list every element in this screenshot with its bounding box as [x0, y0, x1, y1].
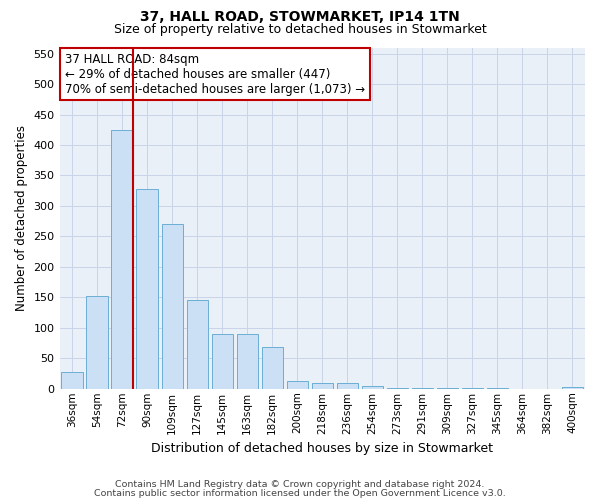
Bar — [337, 382, 358, 389]
Bar — [462, 388, 483, 389]
Text: Size of property relative to detached houses in Stowmarket: Size of property relative to detached ho… — [113, 22, 487, 36]
Bar — [86, 296, 108, 389]
Bar — [112, 130, 133, 389]
Bar — [212, 334, 233, 389]
Text: Contains HM Land Registry data © Crown copyright and database right 2024.: Contains HM Land Registry data © Crown c… — [115, 480, 485, 489]
Bar — [487, 388, 508, 389]
Bar — [311, 382, 333, 389]
Text: 37 HALL ROAD: 84sqm
← 29% of detached houses are smaller (447)
70% of semi-detac: 37 HALL ROAD: 84sqm ← 29% of detached ho… — [65, 52, 365, 96]
Bar — [412, 388, 433, 389]
Bar — [437, 388, 458, 389]
Bar — [236, 334, 258, 389]
Bar — [362, 386, 383, 389]
Bar — [387, 388, 408, 389]
Bar — [287, 382, 308, 389]
Text: 37, HALL ROAD, STOWMARKET, IP14 1TN: 37, HALL ROAD, STOWMARKET, IP14 1TN — [140, 10, 460, 24]
Bar — [187, 300, 208, 389]
Bar — [61, 372, 83, 389]
Bar — [161, 224, 183, 389]
Bar — [262, 348, 283, 389]
Bar — [562, 387, 583, 389]
Text: Contains public sector information licensed under the Open Government Licence v3: Contains public sector information licen… — [94, 488, 506, 498]
X-axis label: Distribution of detached houses by size in Stowmarket: Distribution of detached houses by size … — [151, 442, 493, 455]
Y-axis label: Number of detached properties: Number of detached properties — [15, 125, 28, 311]
Bar — [136, 190, 158, 389]
